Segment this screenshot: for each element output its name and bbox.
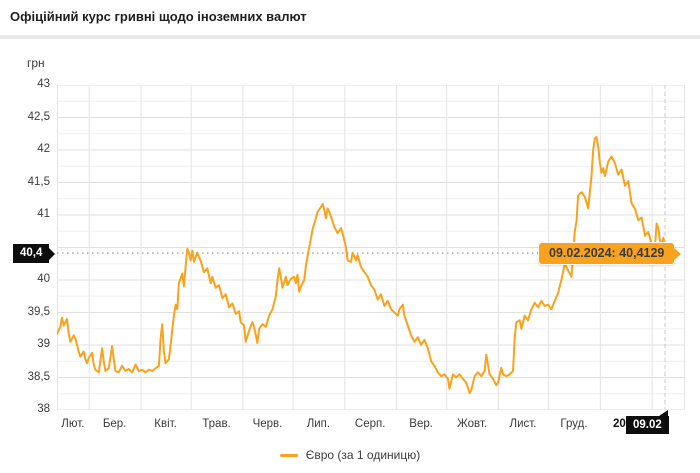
legend-line-swatch[interactable] [279, 453, 298, 457]
x-tick-label: Лют. [61, 418, 85, 430]
x-tick-label: Жовт. [457, 418, 488, 430]
y-axis-current-value-badge: 40,4 [13, 244, 56, 263]
y-tick-label: 39 [37, 338, 50, 350]
euro-rate-line[interactable] [57, 136, 666, 395]
x-axis-current-date-badge: 09.02 [626, 410, 669, 434]
y-tick-label: 42,5 [27, 110, 50, 123]
y-tick-label: 38 [37, 403, 50, 415]
chart-legend: Євро (за 1 одиницю) [0, 448, 700, 462]
exchange-rate-chart[interactable] [57, 85, 685, 410]
y-tick-label: 41,5 [27, 175, 50, 188]
y-axis-unit-label: грн [27, 56, 45, 70]
header-divider [0, 35, 700, 39]
legend-series-label[interactable]: Євро (за 1 одиницю) [305, 448, 421, 462]
y-tick-label: 43 [37, 78, 50, 90]
x-tick-label: Квіт. [154, 418, 177, 430]
y-tick-label: 42 [37, 143, 50, 155]
y-tick-label: 38,5 [27, 370, 50, 383]
x-tick-label: Бер. [102, 418, 127, 430]
y-tick-label: 39,5 [27, 305, 50, 318]
x-tick-label: Серп. [354, 418, 386, 430]
x-tick-label: Черв. [252, 418, 283, 430]
x-tick-label: Лист. [509, 418, 537, 430]
x-tick-label: Трав. [202, 418, 231, 430]
x-tick-label: Лип. [306, 418, 331, 430]
page-title: Офіційний курс гривні щодо іноземних вал… [10, 9, 307, 24]
y-tick-label: 41 [37, 208, 50, 220]
chart-tooltip: 09.02.2024: 40,4129 [538, 242, 682, 265]
x-tick-label: Вер. [409, 418, 433, 430]
x-tick-label: Груд. [560, 418, 588, 430]
y-tick-label: 40 [37, 273, 50, 285]
